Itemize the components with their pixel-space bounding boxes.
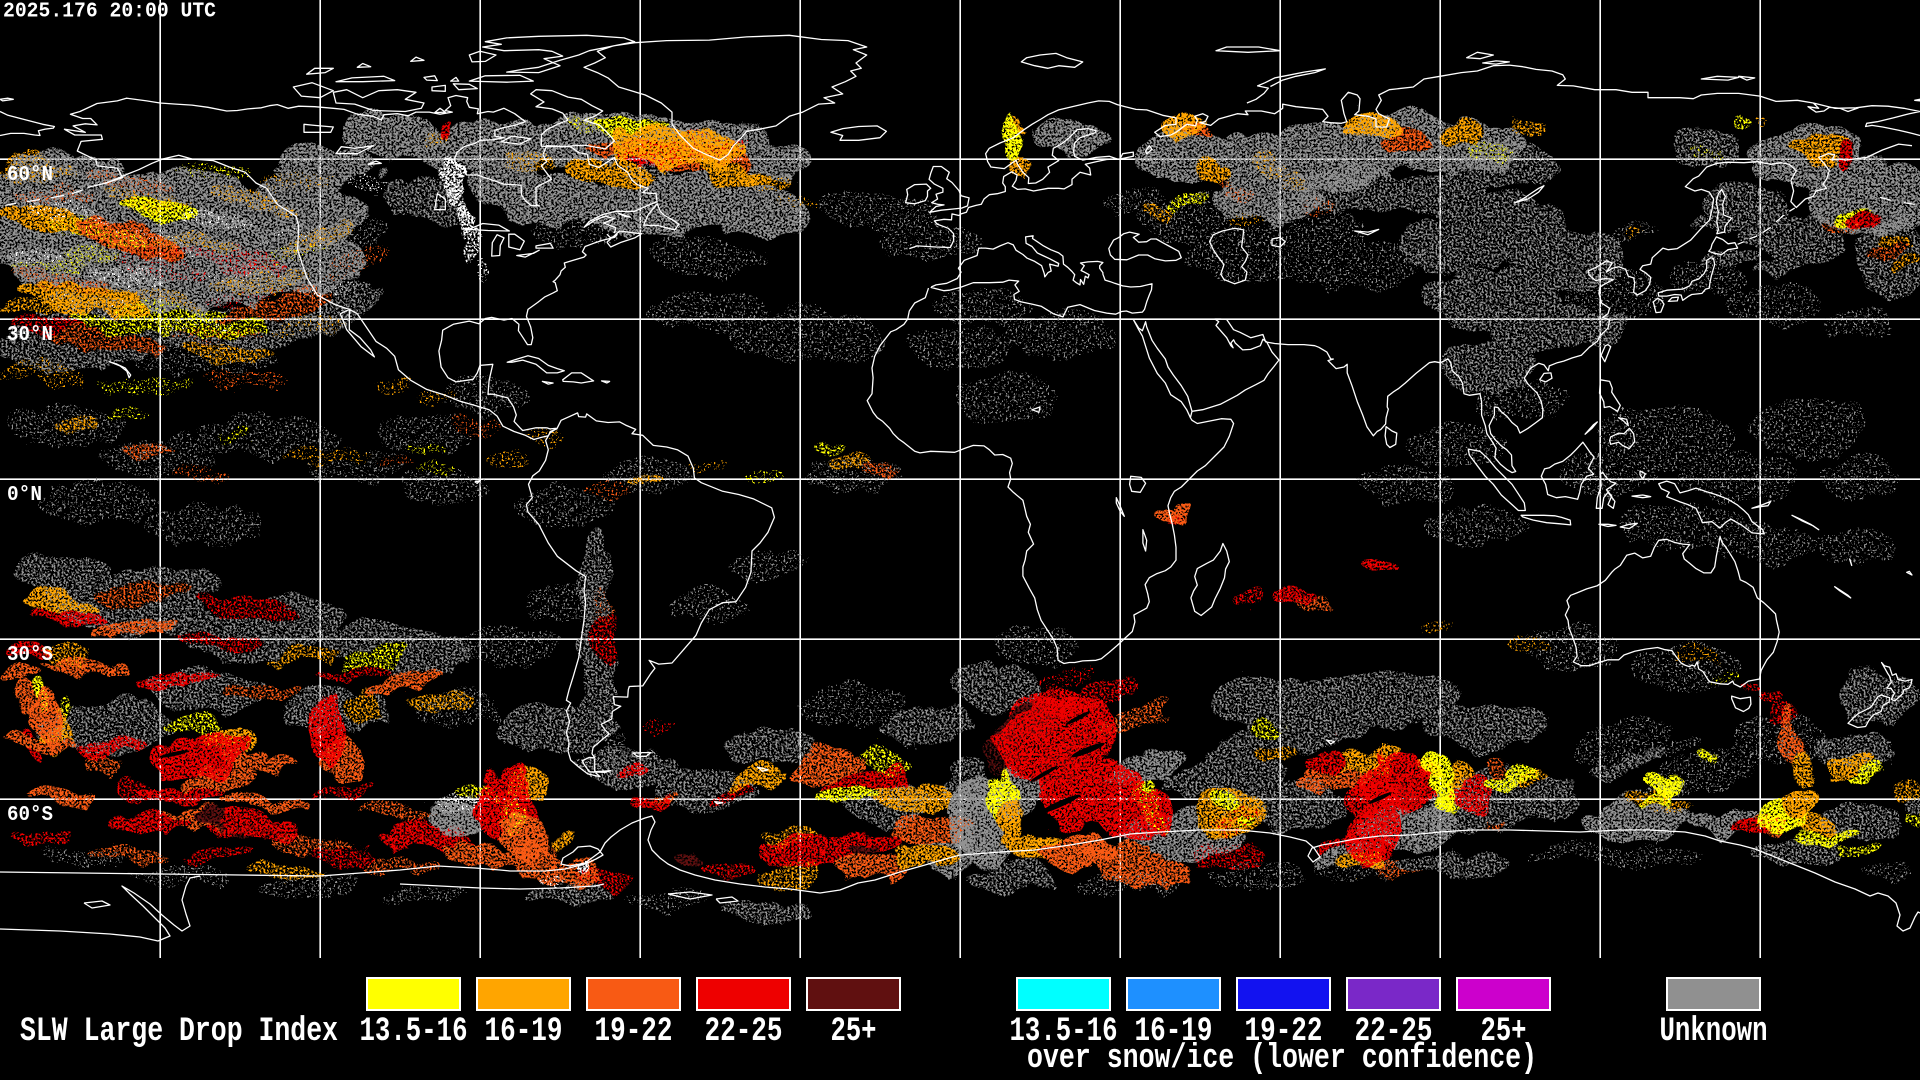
svg-text:2025.176 20:00 UTC: 2025.176 20:00 UTC xyxy=(3,0,216,24)
svg-text:13.5-16: 13.5-16 xyxy=(360,1013,468,1051)
svg-text:19-22: 19-22 xyxy=(595,1013,673,1051)
svg-text:19-22: 19-22 xyxy=(1245,1013,1323,1051)
svg-text:16-19: 16-19 xyxy=(1135,1013,1213,1051)
svg-text:25+: 25+ xyxy=(831,1013,877,1051)
svg-text:16-19: 16-19 xyxy=(485,1013,563,1051)
svg-text:0°N: 0°N xyxy=(7,483,42,507)
svg-text:Unknown: Unknown xyxy=(1660,1013,1768,1051)
svg-text:60°N: 60°N xyxy=(7,163,53,187)
svg-text:22-25: 22-25 xyxy=(705,1013,783,1051)
svg-text:25+: 25+ xyxy=(1481,1013,1527,1051)
svg-text:60°S: 60°S xyxy=(7,803,53,827)
svg-text:30°N: 30°N xyxy=(7,323,53,347)
svg-text:SLW Large Drop Index: SLW Large Drop Index xyxy=(20,1013,338,1051)
svg-text:13.5-16: 13.5-16 xyxy=(1010,1013,1118,1051)
svg-text:over snow/ice (lower confidenc: over snow/ice (lower confidence) xyxy=(1027,1040,1537,1078)
svg-text:30°S: 30°S xyxy=(7,643,53,667)
svg-text:22-25: 22-25 xyxy=(1355,1013,1433,1051)
